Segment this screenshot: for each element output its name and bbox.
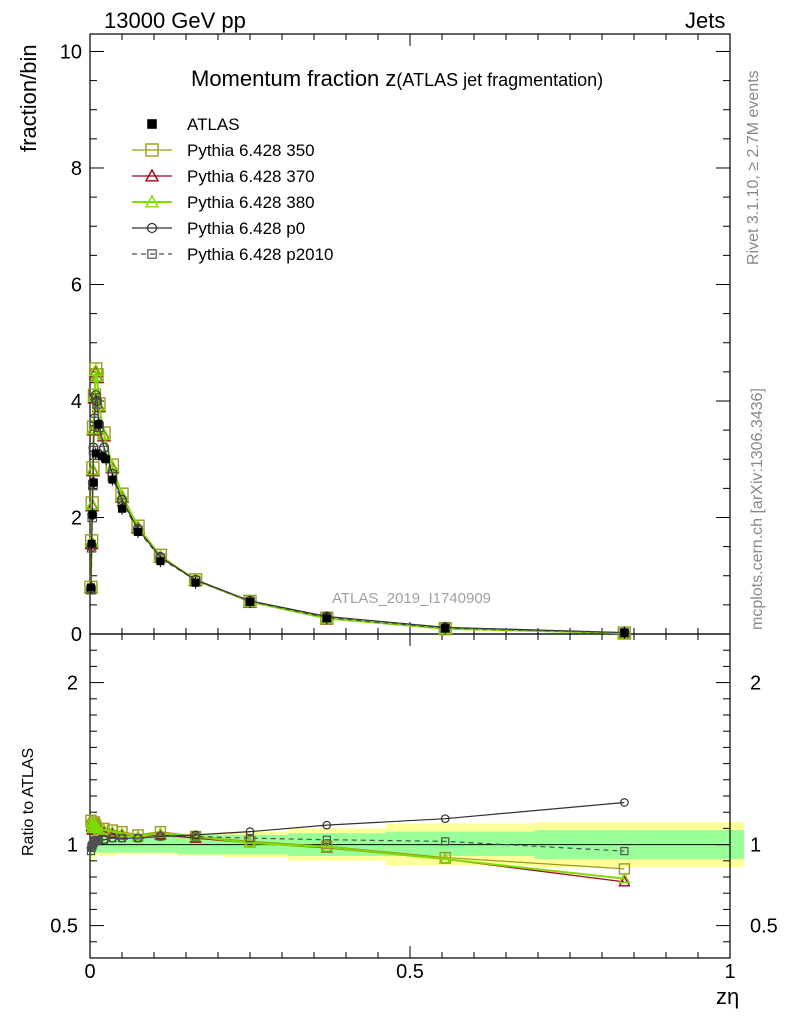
main-plot-frame	[89, 33, 731, 635]
ratio-series-point	[320, 840, 333, 852]
series-point	[88, 363, 103, 377]
ratio-series-point	[620, 798, 629, 807]
series-point	[92, 399, 102, 409]
y-tick-label: 10	[60, 41, 82, 63]
ratio-series-point	[115, 826, 129, 838]
legend-marker	[147, 249, 157, 259]
ratio-series-point	[620, 846, 629, 856]
ratio-series-point	[94, 835, 104, 844]
legend-marker-data	[147, 119, 157, 129]
ratio-series-point	[97, 823, 111, 835]
chart-title-sub: (ATLAS jet fragmentation)	[396, 70, 604, 90]
ratio-series-point	[99, 835, 109, 844]
legend-marker	[146, 222, 158, 234]
legend-label: Pythia 6.428 380	[187, 193, 315, 212]
ratio-y-tick-label: 1	[67, 835, 78, 857]
ratio-y-tick-label-right: 0.5	[750, 916, 778, 938]
ratio-y-axis-label: Ratio to ATLAS	[20, 747, 37, 856]
legend-marker	[145, 143, 159, 157]
legend-marker	[144, 194, 160, 208]
ratio-series-point	[618, 875, 631, 887]
ratio-series-point	[439, 852, 452, 864]
ratio-plot-frame	[89, 633, 731, 959]
ratio-series-point	[245, 827, 255, 836]
ratio-series-point	[106, 825, 119, 837]
series-point	[90, 393, 101, 403]
chart-title: Momentum fraction z(ATLAS jet fragmentat…	[191, 66, 603, 92]
y-tick-label: 4	[71, 391, 82, 413]
ratio-series-point	[117, 834, 127, 843]
legend-marker	[144, 168, 160, 182]
ratio-series-point	[191, 832, 200, 841]
ratio-series-point	[156, 832, 165, 841]
ratio-y-tick-label: 2	[67, 673, 78, 695]
ratio-y-tick-label-right: 1	[750, 835, 761, 857]
series-point	[89, 369, 105, 383]
y-tick-label: 2	[71, 507, 82, 529]
x-tick-label: 1	[724, 961, 735, 983]
ratio-y-tick-label-right: 2	[750, 673, 761, 695]
mcplots-label: mcplots.cern.ch [arXiv:1306.3436]	[749, 388, 766, 630]
x-tick-label: 0.5	[396, 961, 424, 983]
watermark: ATLAS_2019_I1740909	[332, 590, 492, 607]
series-line	[90, 397, 625, 634]
chart-title-main: Momentum fraction	[191, 66, 386, 91]
y-tick-label: 8	[71, 158, 82, 180]
legend-label: Pythia 6.428 370	[187, 167, 315, 186]
x-tick-label: 0	[84, 961, 95, 983]
ratio-series-point	[131, 830, 145, 842]
ratio-band-inner	[386, 831, 535, 856]
legend-label: Pythia 6.428 350	[187, 141, 315, 160]
chart-title-z: z	[385, 66, 397, 91]
y-axis-label: fraction/bin	[16, 44, 41, 152]
legend-label: Pythia 6.428 p0	[187, 219, 305, 238]
ratio-series-point	[322, 835, 331, 844]
y-tick-label: 0	[71, 624, 82, 646]
ratio-series-point	[322, 820, 332, 830]
legend-label-data: ATLAS	[187, 115, 240, 134]
ratio-series-point	[245, 834, 255, 843]
ratio-series-point	[133, 834, 143, 843]
ratio-series-point	[90, 821, 104, 834]
header-right: Jets	[685, 8, 726, 33]
ratio-y-tick-label: 0.5	[50, 916, 78, 938]
legend-label: Pythia 6.428 p2010	[187, 245, 334, 264]
ratio-series-point	[108, 834, 117, 843]
y-tick-label: 6	[71, 274, 82, 296]
ratio-series-line	[90, 835, 625, 852]
rivet-label: Rivet 3.1.10, ≥ 2.7M events	[745, 70, 762, 265]
header-left: 13000 GeV pp	[104, 8, 246, 33]
ratio-series-point	[243, 836, 257, 848]
ratio-series-point	[440, 814, 450, 824]
ratio-series-point	[441, 837, 450, 846]
ratio-series-point	[618, 872, 631, 884]
x-axis-label: zη	[716, 984, 740, 1009]
